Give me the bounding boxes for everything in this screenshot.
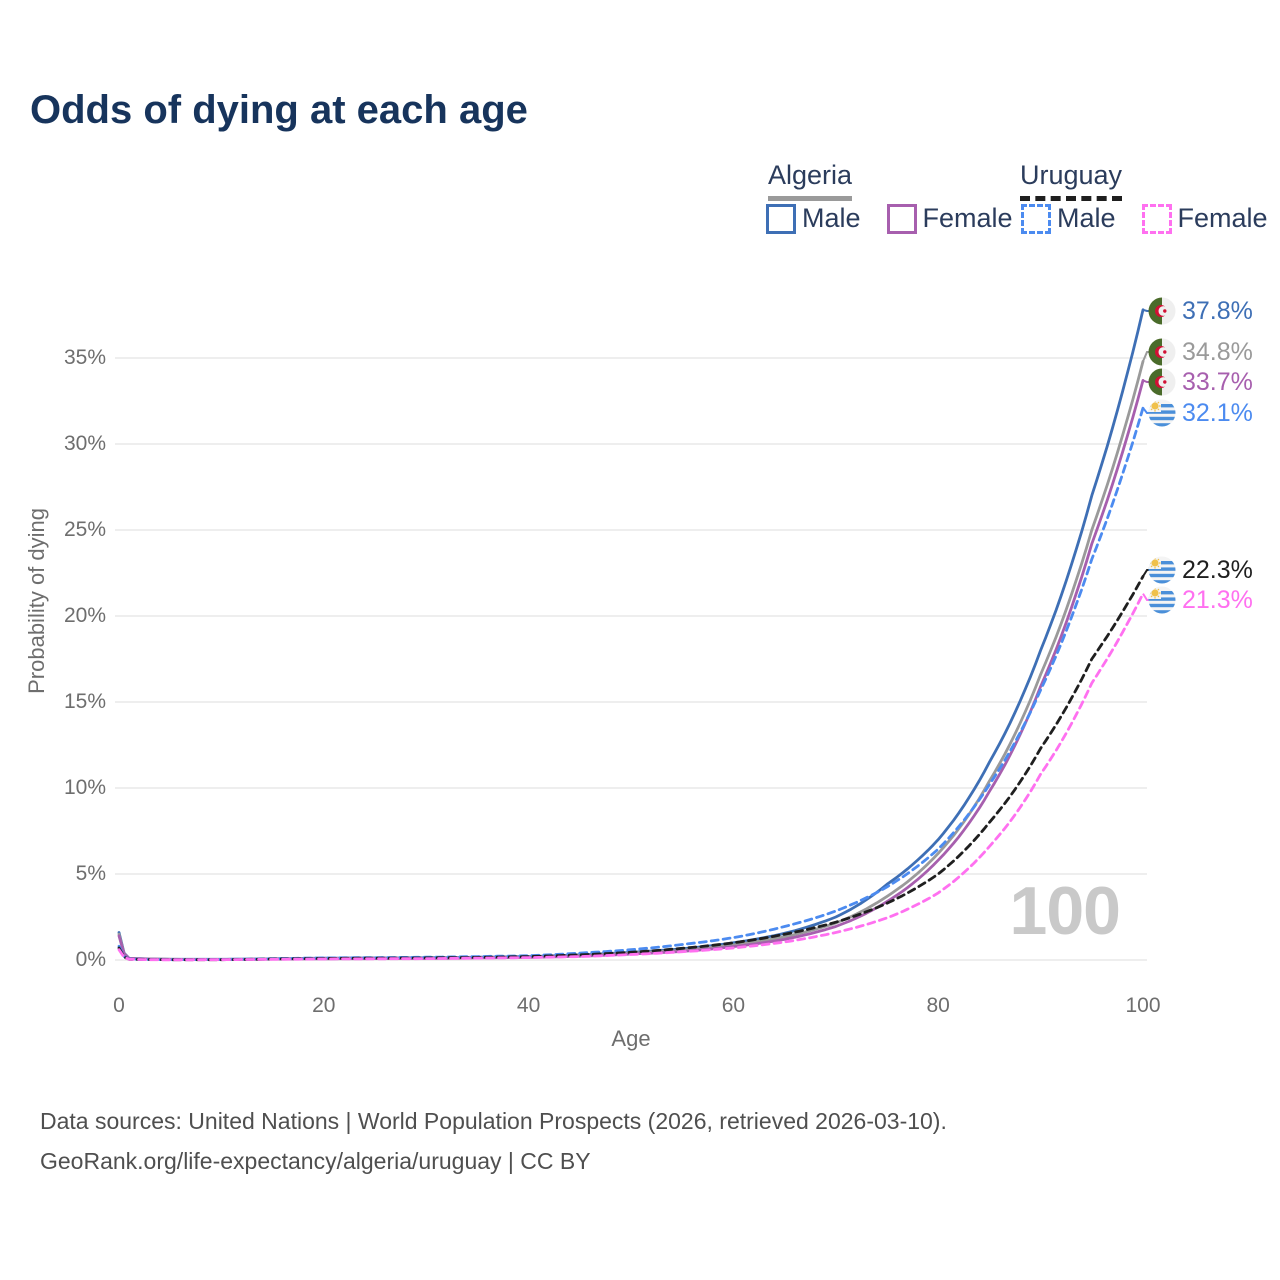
legend-label-algeria-male: Male: [802, 203, 861, 233]
x-tick-label-60: 60: [721, 994, 746, 1017]
series-line-uruguay-both-sexes: [117, 575, 1145, 962]
end-label-uruguay-female: 21.3%: [1148, 585, 1253, 615]
legend-item-algeria-male[interactable]: Male: [766, 203, 861, 234]
footer-data-sources: Data sources: United Nations | World Pop…: [40, 1108, 947, 1134]
algeria-flag-icon: [1148, 338, 1176, 366]
x-tick-label-40: 40: [516, 994, 541, 1017]
x-axis-title: Age: [611, 1026, 651, 1051]
uruguay-female-swatch-icon: [1141, 203, 1172, 234]
legend-label-algeria-female: Female: [922, 203, 1013, 233]
y-tick-label-20: 20%: [63, 604, 106, 627]
end-label-algeria-both-sexes: 34.8%: [1148, 337, 1253, 367]
y-tick-label-25: 25%: [63, 518, 106, 541]
end-label-value: 33.7%: [1182, 367, 1253, 396]
legend-item-uruguay-male[interactable]: Male: [1021, 203, 1116, 234]
y-tick-label-0: 0%: [75, 948, 106, 971]
series-line-uruguay-male: [117, 406, 1145, 962]
y-tick-label-10: 10%: [63, 776, 106, 799]
end-label-value: 21.3%: [1182, 585, 1253, 614]
legend-item-uruguay-female[interactable]: Female: [1141, 203, 1268, 234]
series-line-uruguay-female: [117, 592, 1145, 962]
y-tick-label-30: 30%: [63, 432, 106, 455]
end-label-value: 34.8%: [1182, 337, 1253, 366]
uruguay-male-swatch-icon: [1021, 203, 1051, 234]
legend-label-uruguay-male: Male: [1057, 203, 1116, 233]
algeria-male-swatch-icon: [766, 203, 796, 234]
end-label-algeria-male: 37.8%: [1148, 296, 1253, 326]
algeria-flag-icon: [1148, 297, 1176, 325]
uruguay-flag-icon: [1148, 586, 1176, 614]
algeria-flag-icon: [1148, 368, 1176, 396]
end-label-uruguay-male: 32.1%: [1148, 398, 1253, 428]
algeria-female-swatch-icon: [886, 203, 917, 234]
legend-group-uruguay[interactable]: Uruguay: [1020, 160, 1123, 201]
end-label-value: 22.3%: [1182, 555, 1253, 584]
x-tick-label-0: 0: [113, 994, 125, 1017]
y-tick-label-5: 5%: [75, 862, 106, 885]
y-tick-label-15: 15%: [63, 690, 106, 713]
series-line-algeria-male: [117, 308, 1145, 961]
page-title: Odds of dying at each age: [30, 88, 528, 132]
end-label-algeria-female: 33.7%: [1148, 367, 1253, 397]
footer-attribution: GeoRank.org/life-expectancy/algeria/urug…: [40, 1148, 591, 1174]
series-line-algeria-both-sexes: [117, 360, 1145, 961]
x-tick-label-80: 80: [926, 994, 950, 1017]
y-tick-label-35: 35%: [63, 346, 106, 369]
legend-item-algeria-female[interactable]: Female: [886, 203, 1013, 234]
legend-items-algeria: Male Female: [766, 203, 1013, 234]
legend-items-uruguay: Male Female: [1021, 203, 1268, 234]
age-watermark: 100: [1009, 873, 1121, 949]
uruguay-flag-icon: [1148, 399, 1176, 427]
legend-label-uruguay-female: Female: [1177, 203, 1268, 233]
x-tick-label-20: 20: [312, 994, 336, 1017]
uruguay-flag-icon: [1148, 556, 1176, 584]
end-label-value: 37.8%: [1182, 296, 1253, 325]
end-label-uruguay-both-sexes: 22.3%: [1148, 555, 1253, 585]
end-label-value: 32.1%: [1182, 398, 1253, 427]
x-tick-label-100: 100: [1125, 994, 1161, 1017]
legend-group-algeria[interactable]: Algeria: [768, 160, 853, 201]
